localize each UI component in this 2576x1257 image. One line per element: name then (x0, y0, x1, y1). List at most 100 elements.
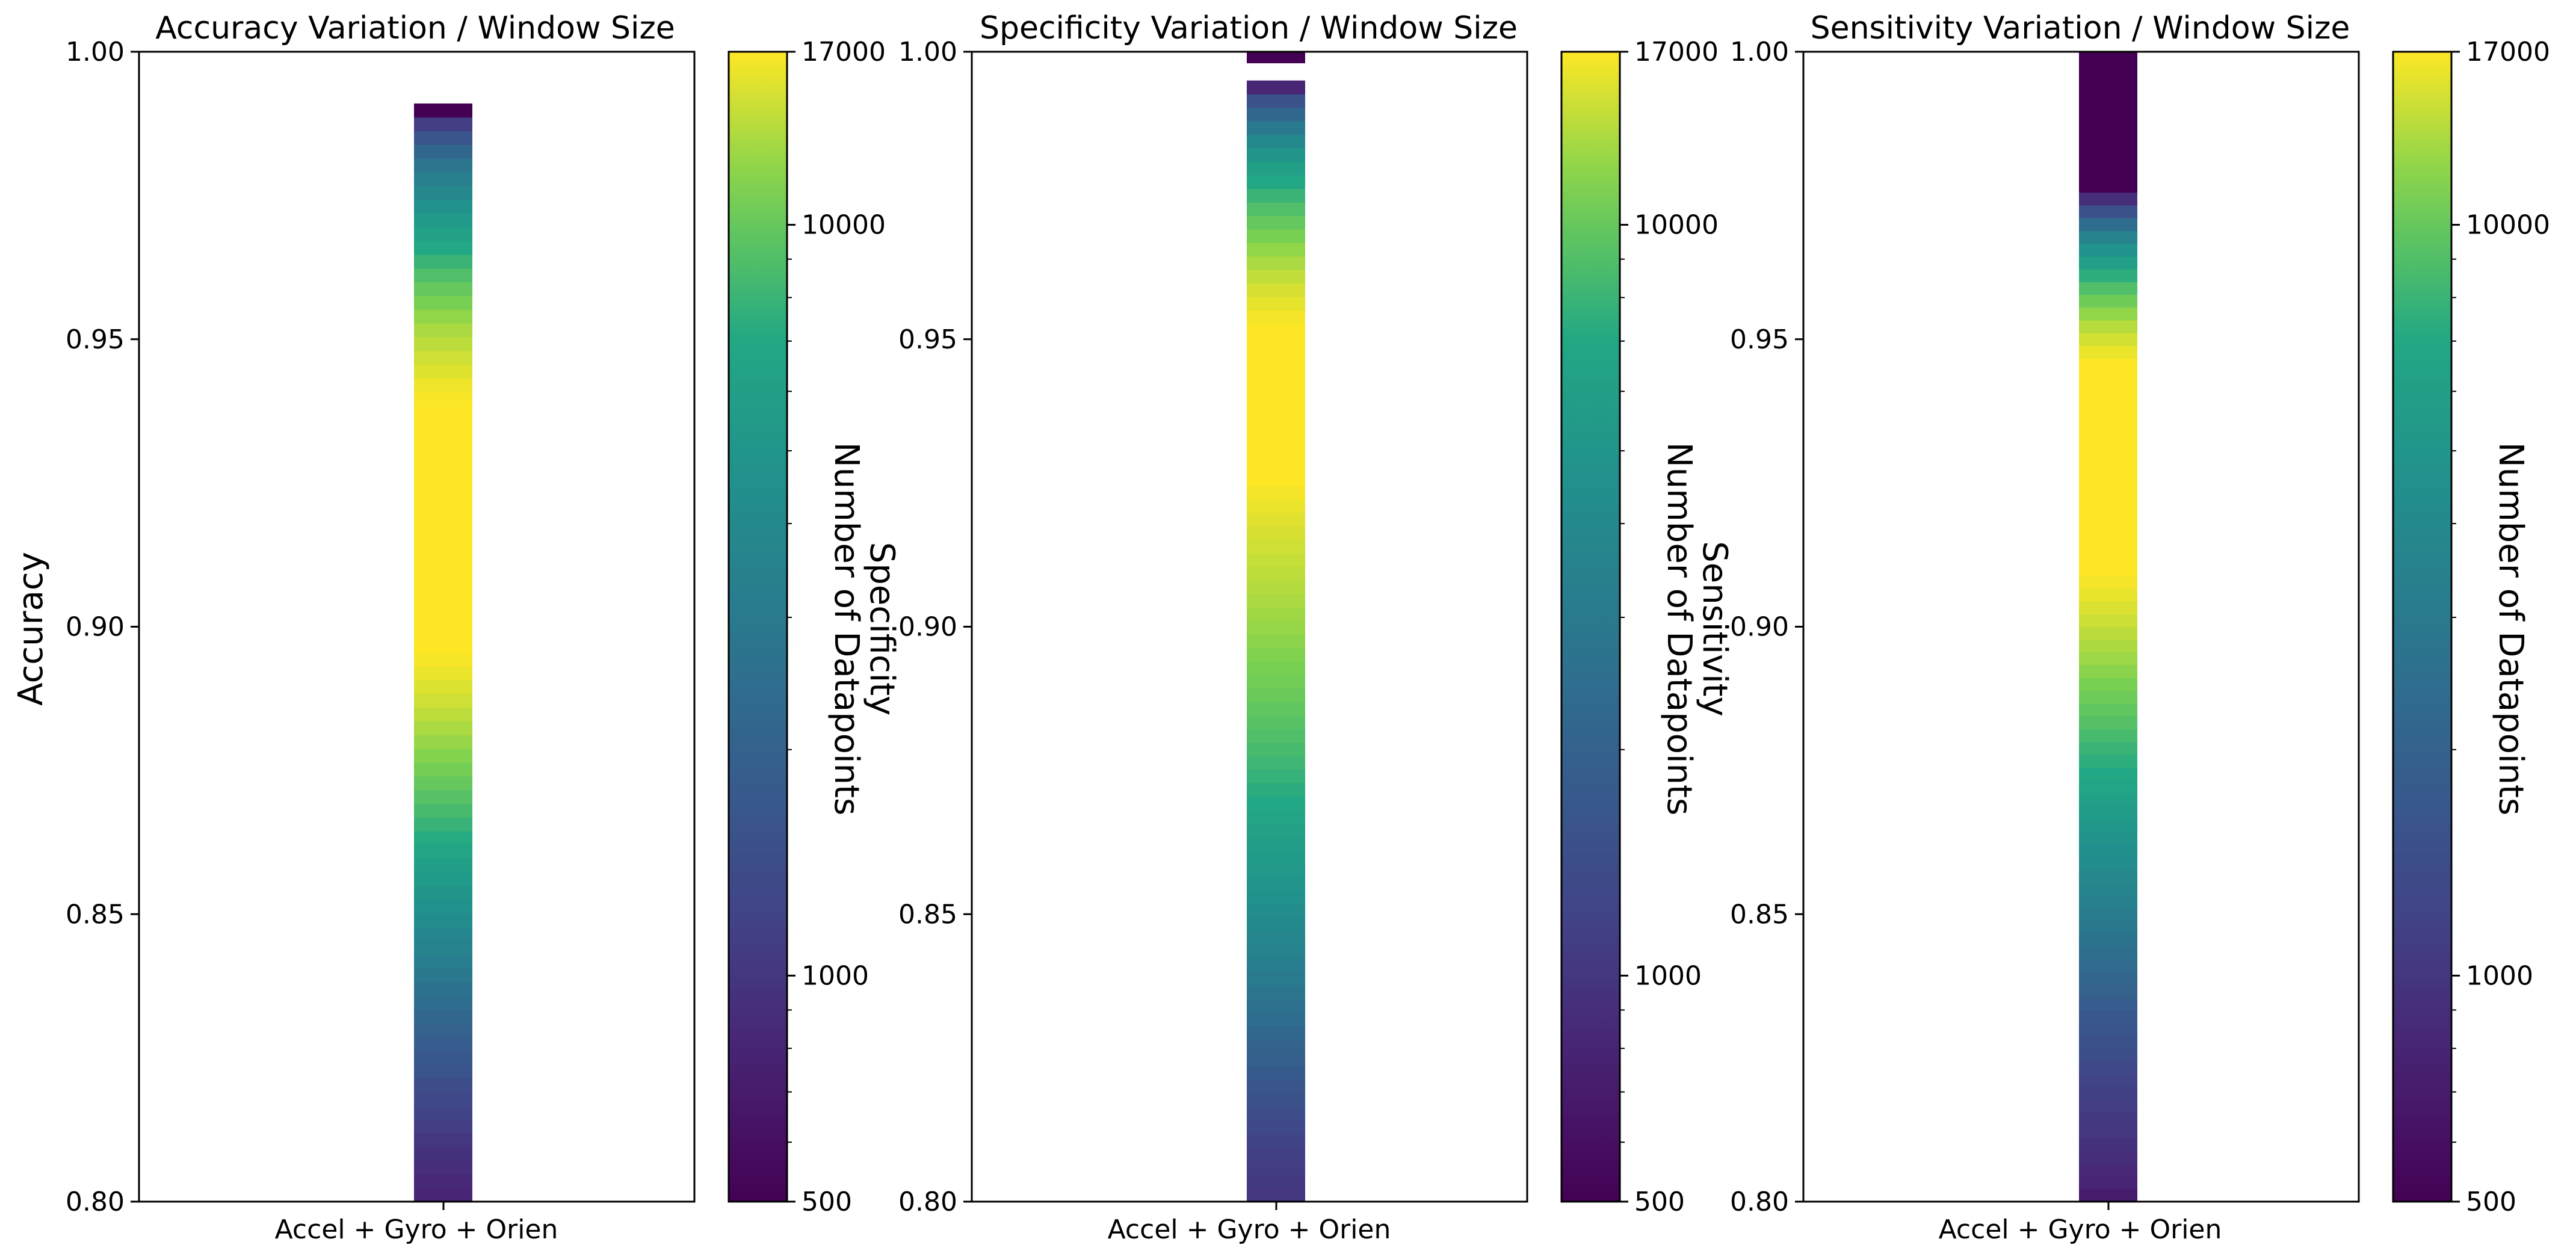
specificity-bin (1247, 229, 1305, 243)
sensitivity-bin (2079, 448, 2137, 462)
accuracy-colorbar-ticks: 500 1000 10000 17000 (787, 37, 886, 1217)
accuracy-ytick-label: 0.90 (66, 612, 125, 643)
specificity-bin (1247, 877, 1305, 892)
sensitivity-bin (2079, 1163, 2137, 1177)
specificity-bin (1247, 1107, 1305, 1121)
specificity-ytick-label: 0.85 (898, 899, 957, 930)
specificity-bin (1247, 1147, 1305, 1162)
specificity-ytick-label: 1.00 (898, 37, 957, 67)
sensitivity-colorbar-ticks: 500 1000 10000 17000 (2451, 37, 2550, 1217)
sensitivity-bin (2079, 524, 2137, 538)
accuracy-bin (414, 392, 472, 406)
accuracy-colorbar-frame (727, 51, 788, 1203)
accuracy-bin (414, 515, 472, 530)
specificity-bin (1247, 593, 1305, 608)
specificity-bin (1247, 526, 1305, 540)
accuracy-bin (414, 185, 472, 200)
sensitivity-bin (2079, 1073, 2137, 1087)
sensitivity-bin (2079, 52, 2137, 65)
specificity-bin (1247, 364, 1305, 378)
specificity-bin (1247, 499, 1305, 513)
sensitivity-bin (2079, 626, 2137, 640)
sensitivity-bin (2079, 77, 2137, 91)
specificity-bin (1247, 270, 1305, 284)
accuracy-bin (414, 1009, 472, 1024)
accuracy-bin (414, 968, 472, 983)
sensitivity-bin (2079, 333, 2137, 346)
accuracy-title: Accuracy Variation / Window Size (155, 10, 675, 46)
accuracy-bin (414, 529, 472, 543)
accuracy-colorbar-tick-label: 500 (802, 1187, 852, 1217)
specificity-bin (1247, 1026, 1305, 1040)
accuracy-bin (414, 1160, 472, 1175)
accuracy-bin (414, 309, 472, 324)
specificity-bin (1247, 850, 1305, 865)
accuracy-ytick-label: 0.80 (66, 1187, 125, 1217)
sensitivity-bin (2079, 371, 2137, 385)
sensitivity-bin (2079, 294, 2137, 308)
specificity-bin (1247, 742, 1305, 756)
sensitivity-bin (2079, 537, 2137, 551)
sensitivity-bin (2079, 1150, 2137, 1164)
accuracy-ytick-label: 0.95 (66, 324, 125, 355)
accuracy-bin (414, 268, 472, 283)
specificity-bin (1247, 999, 1305, 1013)
specificity-bin (1247, 1012, 1305, 1027)
accuracy-bin (414, 789, 472, 805)
sensitivity-bin (2079, 218, 2137, 231)
specificity-bin (1247, 863, 1305, 878)
sensitivity-colorbar-tick-label: 500 (2466, 1187, 2516, 1217)
specificity-bin (1247, 418, 1305, 433)
specificity-bin (1247, 809, 1305, 824)
accuracy-bin (414, 693, 472, 708)
sensitivity-bin (2079, 703, 2137, 717)
sensitivity-bin (2079, 243, 2137, 257)
specificity-bin (1247, 486, 1305, 500)
specificity-panel: Specificity Variation / Window Size Spec… (862, 10, 1719, 1245)
specificity-bin (1247, 431, 1305, 446)
specificity-bin (1247, 337, 1305, 351)
specificity-bin (1247, 729, 1305, 743)
sensitivity-bin (2079, 550, 2137, 563)
sensitivity-bin (2079, 690, 2137, 704)
specificity-bin (1247, 985, 1305, 999)
accuracy-bin (414, 762, 472, 777)
sensitivity-bin (2079, 116, 2137, 129)
specificity-bin (1247, 121, 1305, 135)
accuracy-bin (414, 172, 472, 187)
sensitivity-bin (2079, 588, 2137, 602)
accuracy-ylabel: Accuracy (11, 552, 51, 706)
specificity-bin (1247, 1134, 1305, 1148)
specificity-bin (1247, 80, 1305, 94)
accuracy-bin (414, 817, 472, 832)
specificity-bin (1247, 836, 1305, 851)
sensitivity-bin (2079, 384, 2137, 397)
specificity-bin (1247, 904, 1305, 919)
accuracy-bin (414, 378, 472, 392)
accuracy-bin (414, 1188, 472, 1202)
sensitivity-bin (2079, 716, 2137, 729)
specificity-bin (1247, 891, 1305, 905)
accuracy-colorbar-tick-label: 17000 (802, 37, 886, 67)
sensitivity-bin (2079, 230, 2137, 244)
sensitivity-bin (2079, 1086, 2137, 1100)
sensitivity-bin (2079, 959, 2137, 972)
sensitivity-title: Sensitivity Variation / Window Size (1811, 10, 2350, 46)
specificity-bin (1247, 945, 1305, 959)
specificity-bin (1247, 756, 1305, 770)
specificity-bin (1247, 958, 1305, 972)
specificity-bin (1247, 404, 1305, 419)
sensitivity-ytick-label: 0.85 (1730, 899, 1789, 930)
sensitivity-bin (2079, 282, 2137, 295)
specificity-bin (1247, 540, 1305, 554)
accuracy-bin (414, 570, 472, 585)
specificity-bin (1247, 1093, 1305, 1108)
accuracy-bin (414, 776, 472, 791)
specificity-colorbar-tick-label: 17000 (1634, 37, 1719, 67)
sensitivity-ytick-label: 0.90 (1730, 612, 1789, 643)
sensitivity-bin (2079, 409, 2137, 423)
specificity-bin (1247, 566, 1305, 581)
specificity-bin (1247, 1161, 1305, 1175)
sensitivity-panel: Sensitivity Variation / Window Size Sens… (1695, 10, 2550, 1245)
sensitivity-ytick-label: 0.95 (1730, 324, 1789, 355)
